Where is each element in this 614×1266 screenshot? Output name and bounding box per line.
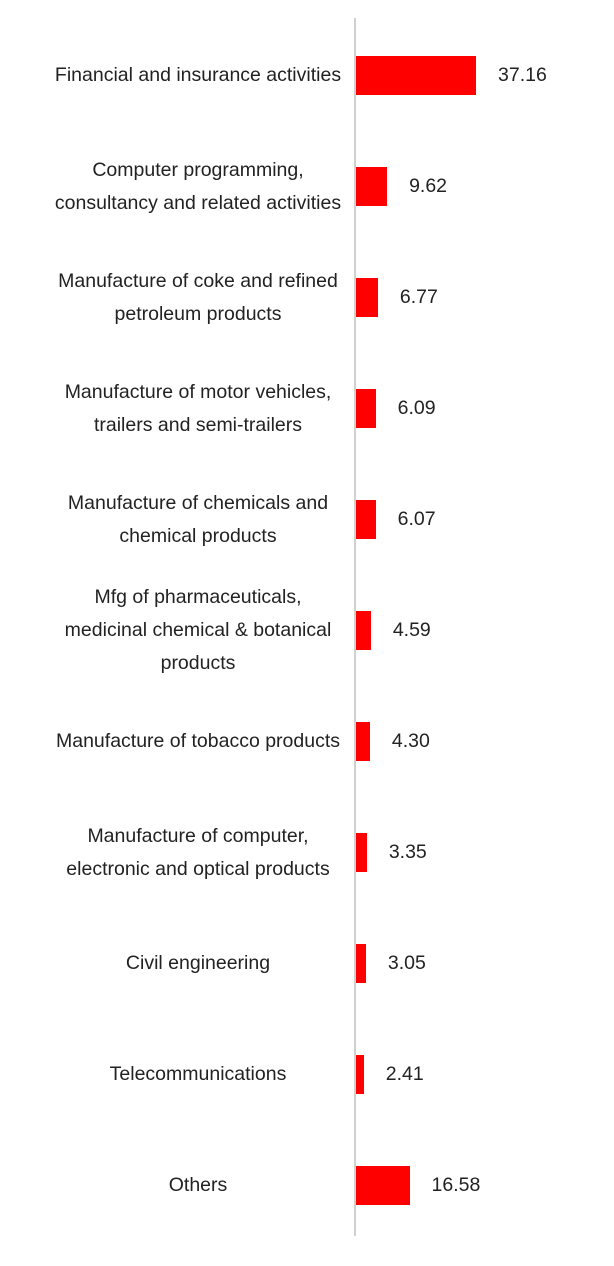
- category-text: Manufacture of tobacco products: [56, 730, 340, 752]
- value-label: 4.59: [392, 619, 431, 641]
- category-text: Computer programming, consultancy and re…: [54, 158, 342, 214]
- category-text: Mfg of pharmaceuticals, medicinal chemic…: [64, 586, 332, 674]
- bar-row: Civil engineering 3.05: [0, 908, 614, 1019]
- bar-row: Manufacture of coke and refined petroleu…: [0, 242, 614, 353]
- bar: [356, 611, 371, 650]
- bar-row: Computer programming, consultancy and re…: [0, 131, 614, 242]
- bar-row: Manufacture of motor vehicles, trailers …: [0, 353, 614, 464]
- value-label: 2.41: [385, 1063, 424, 1085]
- category-label: Telecommunications: [52, 1019, 344, 1130]
- bar: [356, 1055, 364, 1094]
- bar: [356, 389, 376, 428]
- category-text: Manufacture of computer, electronic and …: [66, 824, 330, 880]
- category-text: Financial and insurance activities: [54, 64, 342, 86]
- category-label: Mfg of pharmaceuticals, medicinal chemic…: [52, 575, 344, 686]
- bar-row: Mfg of pharmaceuticals, medicinal chemic…: [0, 575, 614, 686]
- bar: [356, 722, 370, 761]
- bar: [356, 833, 367, 872]
- value-label: 6.07: [397, 508, 436, 530]
- bar-row: Financial and insurance activities 37.16: [0, 20, 614, 131]
- category-text: Manufacture of motor vehicles, trailers …: [64, 380, 332, 436]
- category-label: Manufacture of motor vehicles, trailers …: [52, 353, 344, 464]
- bar-row: Manufacture of chemicals and chemical pr…: [0, 464, 614, 575]
- category-label: Financial and insurance activities: [52, 20, 344, 131]
- category-label: Manufacture of computer, electronic and …: [52, 797, 344, 908]
- value-label: 16.58: [431, 1174, 481, 1196]
- bar-row: Others 16.58: [0, 1130, 614, 1241]
- bar: [356, 944, 366, 983]
- bar-row: Manufacture of tobacco products 4.30: [0, 686, 614, 797]
- category-label: Manufacture of tobacco products: [52, 686, 344, 797]
- category-text: Manufacture of coke and refined petroleu…: [58, 269, 338, 325]
- bar: [356, 500, 376, 539]
- bar: [356, 167, 388, 206]
- category-label: Civil engineering: [52, 908, 344, 1019]
- value-label: 9.62: [409, 175, 448, 197]
- category-text: Telecommunications: [109, 1063, 287, 1085]
- category-label: Computer programming, consultancy and re…: [52, 131, 344, 242]
- value-label: 3.35: [388, 841, 427, 863]
- value-label: 37.16: [498, 64, 547, 86]
- value-label: 3.05: [387, 952, 426, 974]
- category-text: Others: [168, 1174, 228, 1196]
- category-text: Civil engineering: [125, 952, 271, 974]
- bar: [356, 56, 476, 95]
- category-label: Manufacture of coke and refined petroleu…: [52, 242, 344, 353]
- bar-row: Manufacture of computer, electronic and …: [0, 797, 614, 908]
- category-text: Manufacture of chemicals and chemical pr…: [67, 491, 329, 547]
- value-label: 6.09: [397, 397, 436, 419]
- bar: [356, 278, 378, 317]
- value-label: 6.77: [399, 286, 438, 308]
- axis-line: [354, 18, 356, 1236]
- value-label: 4.30: [391, 730, 430, 752]
- bar: [356, 1166, 410, 1205]
- category-label: Others: [52, 1130, 344, 1241]
- bar-row: Telecommunications 2.41: [0, 1019, 614, 1130]
- category-label: Manufacture of chemicals and chemical pr…: [52, 464, 344, 575]
